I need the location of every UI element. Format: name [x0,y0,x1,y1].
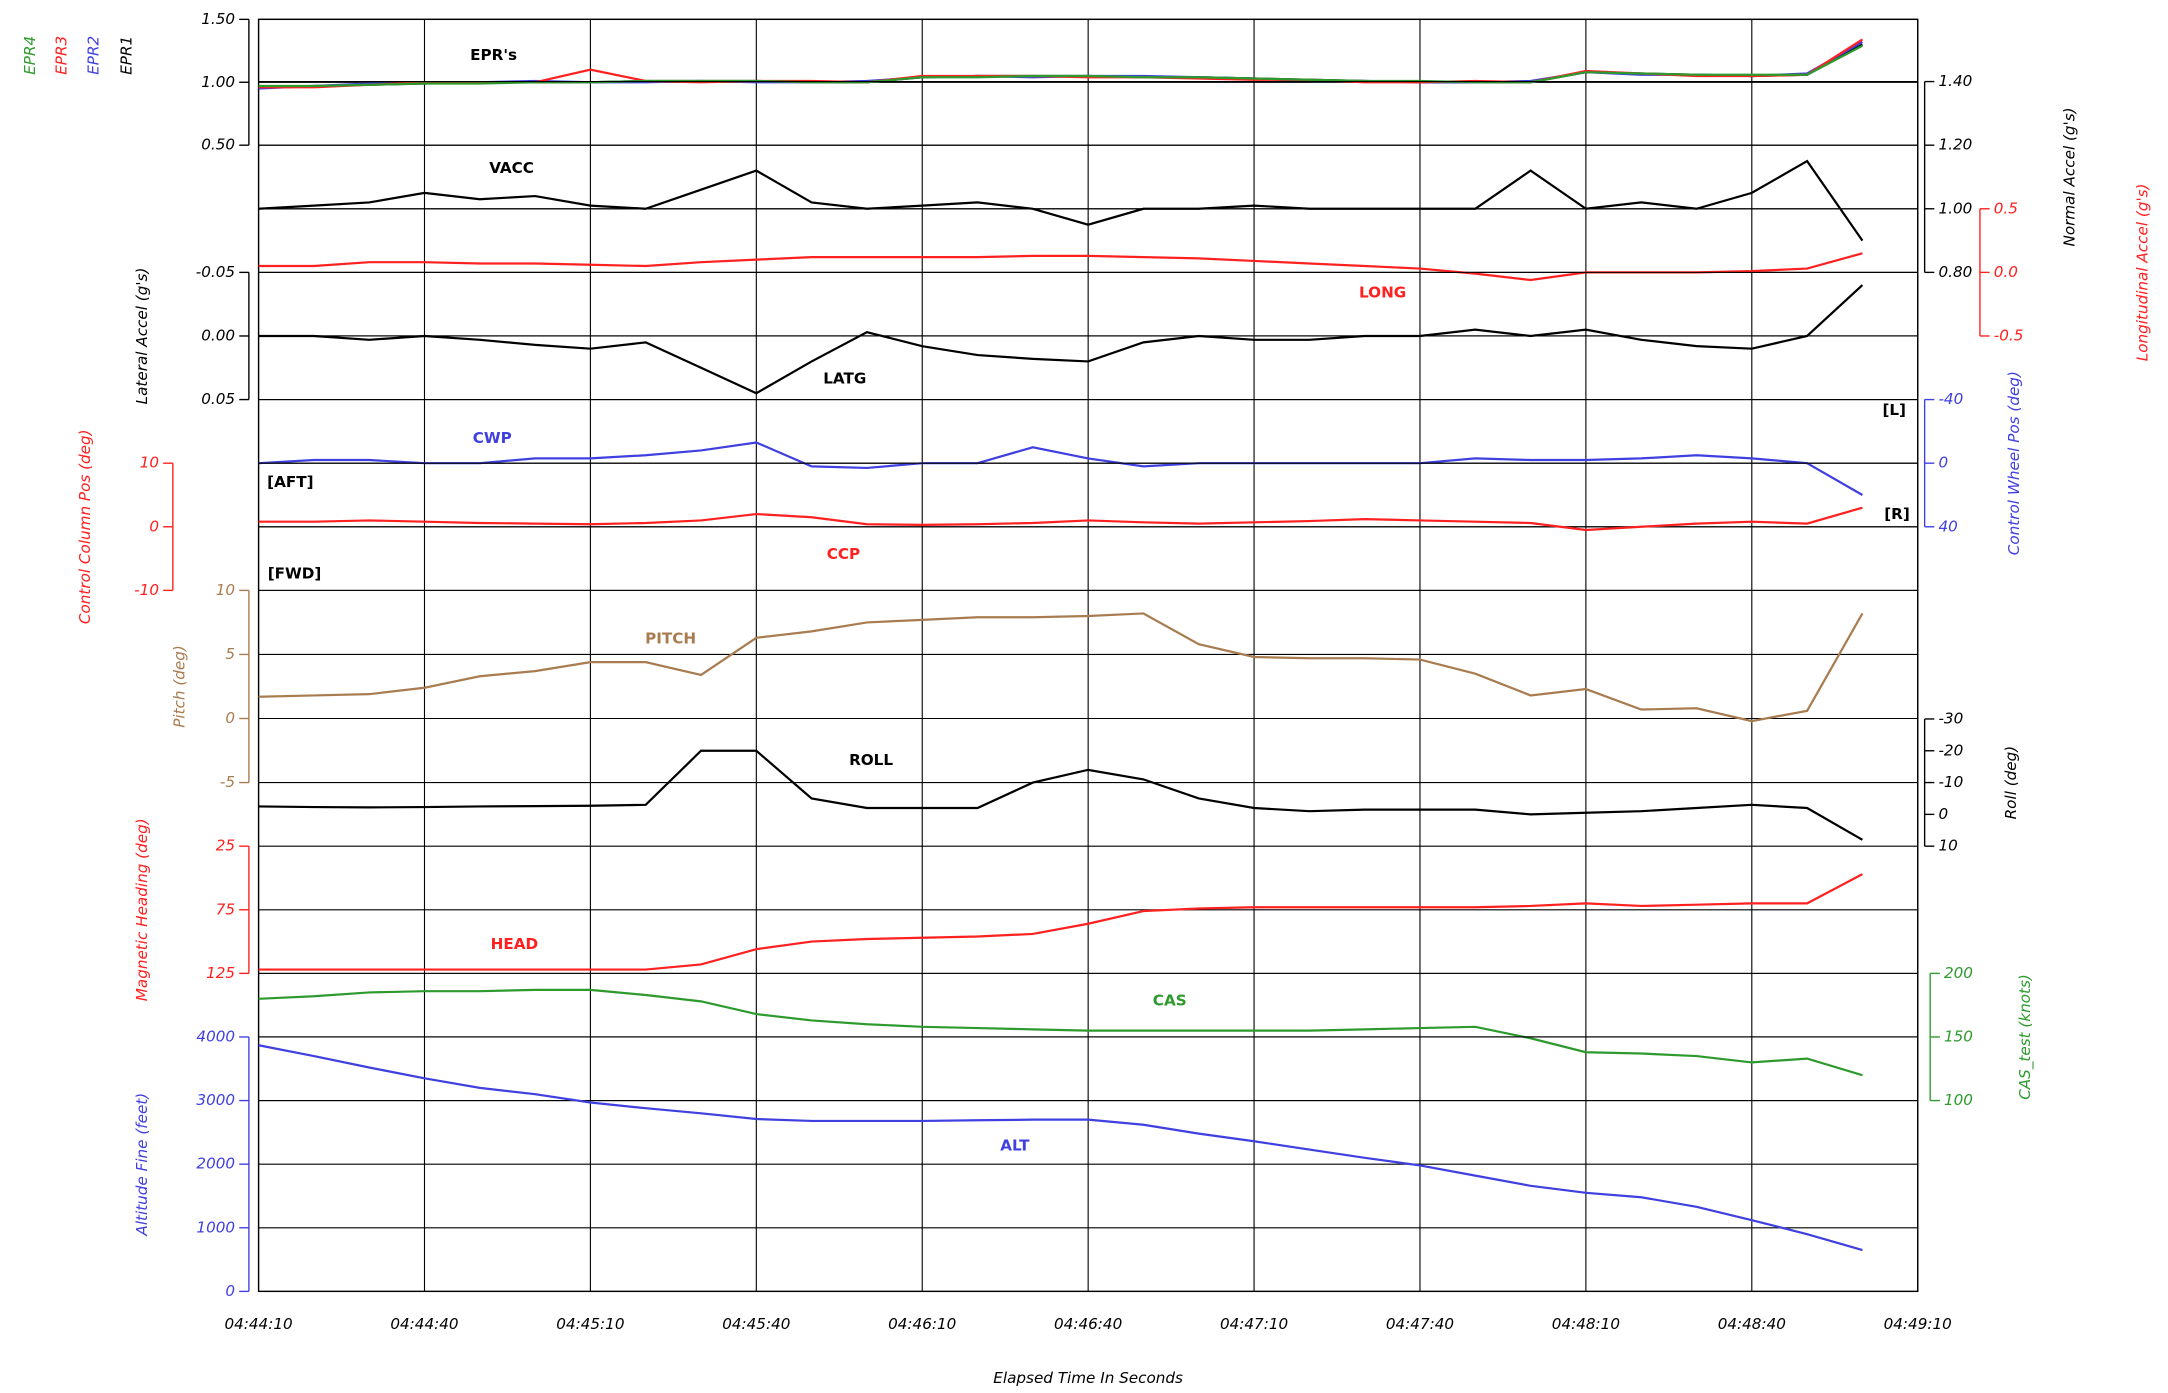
y-tick-label: 2000 [196,1155,235,1173]
y-axis-label: Normal Accel (g's) [2060,107,2078,246]
series-line [258,612,1864,723]
x-tick-label: 04:47:10 [1220,1315,1288,1333]
series-label: CCP [827,545,860,563]
y-tick-label: 1.50 [201,10,235,28]
y-tick-label: -30 [1938,709,1963,727]
series-label: VACC [489,159,534,177]
series-label: LONG [1359,284,1406,302]
series-label: ALT [1000,1137,1030,1155]
y-tick-label: 150 [1944,1027,1973,1045]
annotation: [AFT] [267,473,313,491]
y-tick-label: 0.0 [1994,263,2018,281]
legend-entry: EPR4 [21,36,39,75]
y-tick-label: 0.05 [201,390,235,408]
y-tick-label: 1000 [196,1218,235,1236]
x-tick-label: 04:45:40 [722,1315,790,1333]
y-tick-label: 100 [1944,1091,1973,1109]
y-tick-label: 10 [216,581,235,599]
y-axis-label: Control Column Pos (deg) [76,429,94,624]
y-tick-label: 1.00 [201,73,235,91]
series-line [258,506,1863,532]
y-tick-label: 0.80 [1938,263,1972,281]
y-tick-label: 125 [206,964,235,982]
legend-entry: EPR1 [118,36,136,75]
y-tick-label: -0.5 [1994,326,2024,344]
series-label: LATG [823,369,866,387]
y-axis-label: Lateral Accel (g's) [133,268,151,405]
y-tick-label: 200 [1944,964,1973,982]
y-tick-label: 10 [140,454,159,472]
panel-title: EPR's [470,46,517,64]
x-tick-label: 04:46:10 [888,1315,956,1333]
y-tick-label: 0 [225,1282,235,1300]
series-line [258,988,1863,1077]
y-tick-label: -0.05 [196,263,235,281]
annotation: [L] [1882,401,1906,419]
legend-entry: EPR3 [53,36,71,75]
y-tick-label: -5 [220,773,235,791]
series-label: CWP [473,429,512,447]
series-line [258,1044,1863,1252]
series-line [258,252,1863,282]
series-line [258,44,1863,88]
series-line [258,159,1864,242]
x-tick-label: 04:47:40 [1386,1315,1454,1333]
series-line [258,873,1863,971]
x-tick-label: 04:45:10 [556,1315,624,1333]
y-axis-label: Altitude Fine (feet) [133,1093,151,1237]
y-axis-label: CAS_test (knots) [2016,974,2035,1100]
y-tick-label: 1.20 [1938,136,1972,154]
series-line [258,441,1863,496]
series-label: PITCH [645,629,696,647]
y-tick-label: 75 [216,900,235,918]
x-tick-label: 04:48:40 [1718,1315,1786,1333]
y-tick-label: 0 [149,517,159,535]
y-tick-label: 0.50 [201,136,235,154]
annotation: [FWD] [268,564,322,582]
y-tick-label: 10 [1938,837,1957,855]
y-axis-label: Control Wheel Pos (deg) [2005,371,2023,555]
y-tick-label: -10 [134,581,159,599]
y-tick-label: 0 [1938,805,1948,823]
y-tick-label: 0 [1938,454,1948,472]
y-tick-label: -10 [1938,773,1963,791]
y-axis-label: Pitch (deg) [170,645,188,728]
y-tick-label: 25 [216,837,235,855]
series-label: HEAD [491,935,538,953]
y-axis-label: Roll (deg) [2002,746,2020,820]
series-line [258,284,1864,395]
series-label: CAS [1153,992,1187,1010]
x-tick-label: 04:48:10 [1552,1315,1620,1333]
y-tick-label: 0.00 [201,326,235,344]
y-axis-label: Longitudinal Accel (g's) [2134,184,2152,362]
y-tick-label: 40 [1938,517,1957,535]
y-tick-label: -20 [1938,741,1963,759]
x-tick-label: 04:49:10 [1884,1315,1952,1333]
y-tick-label: 3000 [196,1091,235,1109]
x-tick-label: 04:44:40 [390,1315,458,1333]
y-tick-label: 4000 [196,1027,235,1045]
legend-entry: EPR2 [85,36,103,75]
y-tick-label: 0 [225,709,235,727]
x-axis-label: Elapsed Time In Seconds [993,1369,1183,1387]
x-tick-label: 04:44:10 [224,1315,292,1333]
y-axis-label: Magnetic Heading (deg) [133,818,151,1001]
x-tick-label: 04:46:40 [1054,1315,1122,1333]
y-tick-label: 1.00 [1938,199,1972,217]
annotation: [R] [1884,505,1910,523]
series-line [258,749,1863,841]
y-tick-label: 0.5 [1994,199,2018,217]
y-tick-label: 5 [225,645,235,663]
y-tick-label: 1.40 [1938,72,1972,90]
series-label: ROLL [849,751,893,769]
y-tick-label: -40 [1938,390,1963,408]
